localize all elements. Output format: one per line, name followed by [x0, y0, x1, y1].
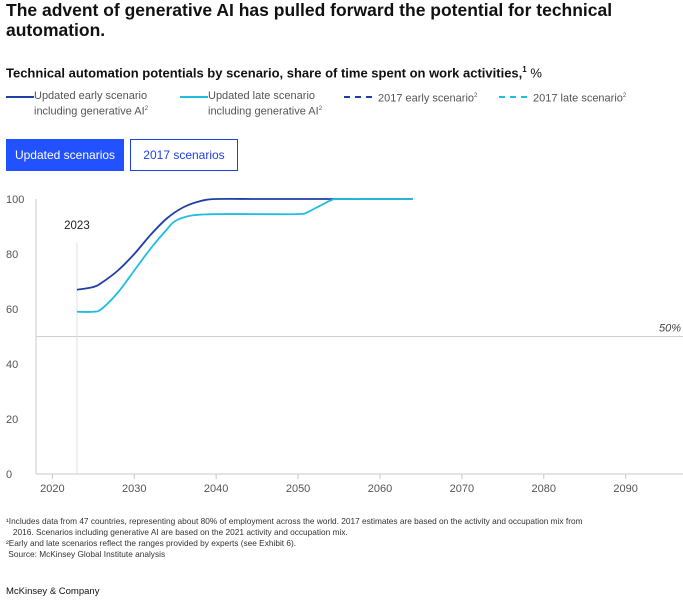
legend-swatch-2017-late — [499, 96, 527, 98]
x-tick-label: 2090 — [613, 483, 637, 495]
series-line-updated-late — [76, 197, 413, 313]
legend-label: including generative AI — [208, 105, 319, 118]
2017-scenarios-button[interactable]: 2017 scenarios — [130, 139, 238, 171]
subtitle-unit: % — [530, 65, 542, 81]
x-tick-label: 2020 — [40, 483, 64, 495]
y-tick-label: 60 — [6, 304, 18, 316]
legend-swatch-updated-early — [6, 96, 34, 98]
legend-footnote-ref: 2 — [318, 106, 323, 112]
x-tick-label: 2070 — [450, 483, 474, 495]
y-tick-label: 100 — [6, 194, 24, 206]
footnote-2: ²Early and late scenarios reflect the ra… — [6, 538, 297, 548]
footnote-1-cont: 2016. Scenarios including generative AI … — [6, 527, 348, 537]
x-tick-label: 2030 — [122, 483, 146, 495]
legend-footnote-ref: 2 — [474, 93, 478, 99]
y-tick-label: 0 — [6, 469, 12, 481]
legend-footnote-ref: 2 — [622, 93, 627, 99]
legend-label: including generative AI — [34, 105, 145, 118]
source-note: Source: McKinsey Global Institute analys… — [6, 549, 166, 559]
footnote-1: ¹Includes data from 47 countries, repres… — [6, 516, 583, 526]
chart-subtitle: Technical automation potentials by scena… — [6, 65, 542, 80]
legend-label: 2017 late scenario — [533, 92, 623, 105]
legend-label: Updated late scenario — [208, 90, 316, 102]
subtitle-text: Technical automation potentials by scena… — [6, 65, 523, 81]
series-line-updated-early — [76, 197, 413, 291]
footnotes: ¹Includes data from 47 countries, repres… — [6, 516, 676, 560]
chart-axes — [35, 199, 683, 479]
x-tick-label: 2080 — [532, 483, 556, 495]
legend-swatch-updated-late — [180, 96, 208, 98]
x-tick-label: 2050 — [286, 483, 310, 495]
chart-legend: Updated early scenario including generat… — [0, 90, 683, 124]
chart-series — [76, 197, 413, 313]
y-tick-label: 20 — [6, 414, 18, 426]
legend-label: 2017 early scenario — [378, 92, 475, 105]
y-tick-label: 80 — [6, 249, 18, 261]
legend-label: Updated early scenario — [34, 90, 148, 102]
chart-headline: The advent of generative AI has pulled f… — [6, 0, 613, 40]
legend-footnote-ref: 2 — [144, 106, 149, 112]
subtitle-footnote-ref: 1 — [522, 65, 527, 74]
brand-logo-text: McKinsey & Company — [6, 586, 100, 597]
reference-line-label: 50% — [659, 323, 681, 335]
legend-swatch-2017-early — [344, 96, 372, 98]
y-tick-label: 40 — [6, 359, 18, 371]
x-tick-label: 2040 — [204, 483, 228, 495]
updated-scenarios-button[interactable]: Updated scenarios — [6, 139, 124, 171]
x-tick-label: 2060 — [368, 483, 392, 495]
year-marker-label: 2023 — [64, 220, 90, 232]
